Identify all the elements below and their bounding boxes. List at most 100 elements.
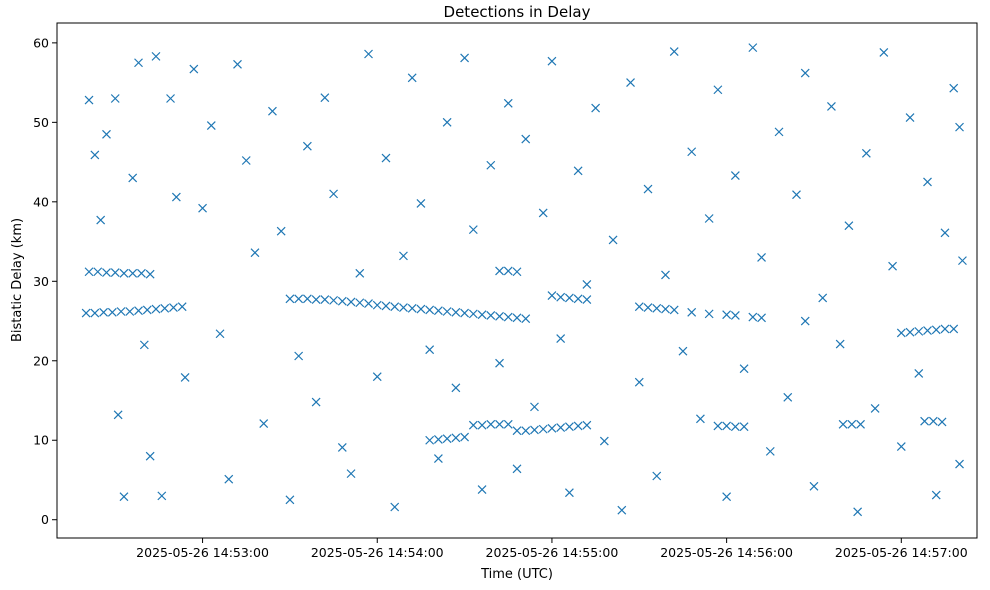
data-point [931,490,941,500]
data-point [748,312,758,322]
data-point [113,410,123,420]
data-point [870,404,880,413]
data-point [928,416,938,426]
x-tick-label: 2025-05-26 14:53:00 [136,545,269,560]
data-point [134,58,143,68]
data-point [914,369,924,378]
data-point [687,307,697,317]
data-point [955,122,964,132]
data-point [678,346,688,356]
data-point [617,505,627,515]
data-point [495,266,504,276]
data-point [99,307,109,317]
data-point [955,459,964,469]
x-tick-label: 2025-05-26 14:54:00 [311,545,444,560]
data-point [847,419,857,429]
data-point [582,280,592,289]
data-point [547,56,557,66]
y-tick-label: 10 [33,433,49,448]
data-point [337,296,347,306]
data-point [923,177,932,187]
data-point [739,364,749,374]
x-tick-label: 2025-05-26 14:56:00 [660,545,793,560]
data-point [442,434,452,444]
data-point [329,295,339,305]
data-point [888,261,897,271]
data-point [110,94,120,103]
data-point [268,106,277,116]
data-point [372,372,382,382]
data-point [730,422,740,432]
data-point [160,303,170,313]
data-point [294,351,304,361]
data-point [896,442,906,452]
data-point [166,94,175,103]
data-point [468,420,478,430]
data-point [145,451,155,461]
data-point [96,215,106,225]
data-point [521,314,531,324]
data-point [84,95,94,105]
data-point [189,64,199,74]
data-point [937,417,947,427]
data-point [538,424,548,434]
data-point [783,392,793,402]
data-point [206,121,216,130]
data-point [739,422,749,432]
data-point [233,59,242,69]
data-point [905,327,915,337]
data-point [503,419,513,429]
data-point [512,267,522,277]
data-point [390,502,400,512]
data-point [442,307,452,316]
data-point [958,256,967,266]
data-point [643,303,653,312]
data-point [521,134,531,144]
data-point [142,305,152,315]
data-point [171,192,181,202]
data-point [119,492,129,502]
x-tick-label: 2025-05-26 14:57:00 [835,545,968,560]
data-point [809,481,819,491]
data-point [346,469,356,479]
data-point [364,49,373,59]
data-point [879,47,889,57]
data-point [695,414,705,424]
data-point [337,442,347,452]
data-point [530,402,539,412]
data-point [460,53,470,63]
data-point [425,305,435,315]
data-point [757,253,766,262]
y-axis-ticks: 0 10 20 30 40 50 60 [33,35,57,527]
data-point [407,303,417,313]
data-point [582,420,592,430]
data-point [198,203,207,213]
data-point [713,85,723,95]
data-point [311,397,321,407]
data-point [177,302,187,312]
data-point [151,51,161,61]
data-point [730,311,740,320]
data-point [512,464,522,474]
data-point [451,433,461,443]
data-point [547,423,557,433]
data-point [399,303,408,312]
y-tick-label: 50 [33,115,49,130]
data-point [722,421,732,431]
data-point [722,310,732,320]
data-point [503,266,513,276]
data-point [460,308,470,318]
data-point [468,309,478,319]
data-point [800,68,810,78]
data-point [800,316,810,326]
data-point [320,93,330,103]
data-point [134,306,143,316]
x-tick-label: 2025-05-26 14:55:00 [486,545,619,560]
data-point [128,173,138,183]
data-point [416,198,426,208]
data-point [923,326,932,335]
data-point [90,150,100,160]
data-point [119,268,129,278]
data-point [495,311,504,321]
